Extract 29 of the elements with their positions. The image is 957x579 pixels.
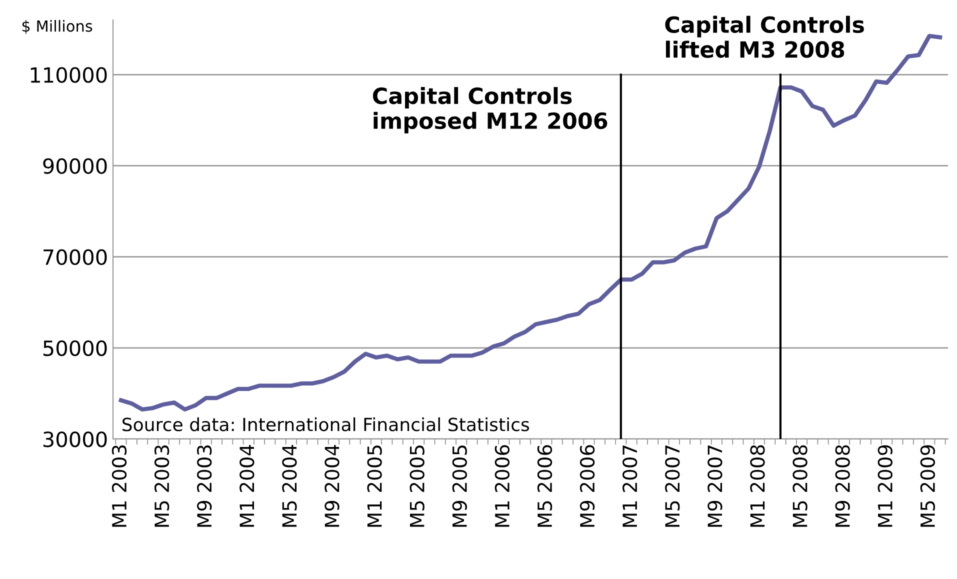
annotation: Source data: International Financial Statistics <box>122 417 530 432</box>
x-tick-label: M1 2008 <box>750 445 765 527</box>
x-tick-label: M9 2008 <box>835 445 850 527</box>
y-tick-label: 50000 <box>43 340 107 356</box>
y-axis-title: $ Millions <box>22 20 92 34</box>
x-tick-label: M1 2005 <box>367 446 382 527</box>
x-tick-label: M1 2009 <box>878 445 892 527</box>
x-tick-label: M9 2006 <box>580 445 595 527</box>
y-tick-label: 110000 <box>30 67 107 83</box>
x-tick-label: M5 2007 <box>665 446 680 527</box>
x-tick-label: M9 2007 <box>708 446 722 527</box>
y-tick-label: 70000 <box>44 249 107 266</box>
annotation: Capital Controls lifted M3 2008 <box>665 16 864 58</box>
x-tick-label: M9 2003 <box>197 445 212 527</box>
x-tick-label: M5 2006 <box>537 445 552 527</box>
y-tick-label: 90000 <box>43 158 107 174</box>
x-tick-label: M1 2006 <box>494 445 510 527</box>
y-tick-label: 30000 <box>43 431 107 448</box>
x-tick-label: M1 2007 <box>622 446 638 527</box>
x-tick-label: M5 2008 <box>792 445 808 527</box>
x-tick-label: M5 2004 <box>282 444 297 527</box>
annotation: Capital Controls imposed M12 2006 <box>372 87 608 134</box>
x-tick-label: M9 2004 <box>324 444 340 527</box>
x-tick-label: M1 2004 <box>240 444 254 527</box>
x-tick-label: M5 2003 <box>154 445 170 527</box>
x-tick-label: M1 2003 <box>112 445 127 527</box>
x-tick-label: M9 2005 <box>452 446 467 527</box>
x-tick-label: M5 2009 <box>920 445 936 527</box>
x-tick-label: M5 2005 <box>410 446 424 527</box>
